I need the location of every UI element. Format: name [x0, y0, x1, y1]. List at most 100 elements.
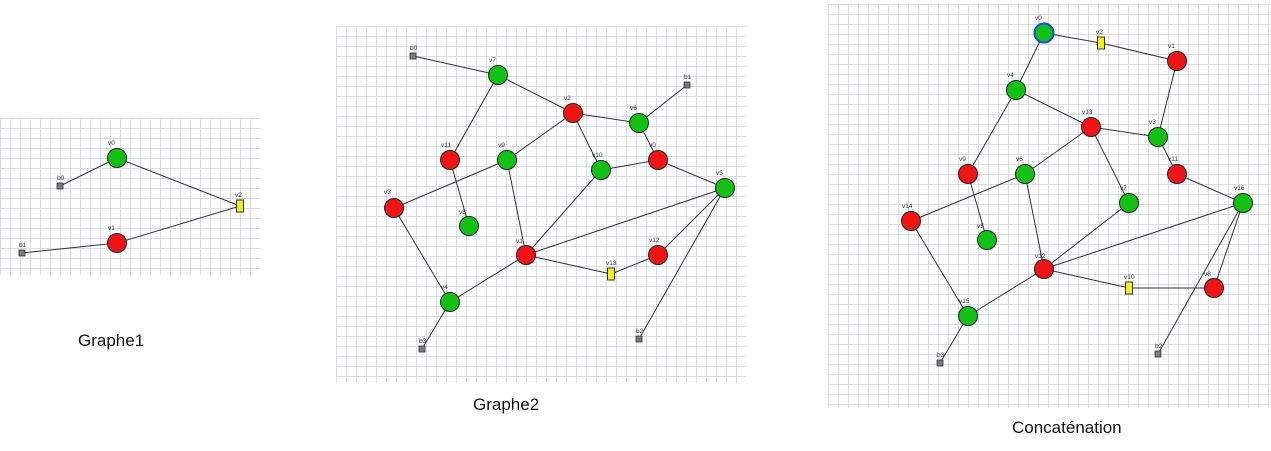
edge-v13-v7 — [1090, 126, 1130, 204]
node-label-b1: b1 — [684, 74, 692, 81]
node-b0 — [409, 52, 417, 60]
node-b3 — [936, 359, 944, 367]
node-label-b0: b0 — [410, 45, 418, 52]
node-label-b0: b0 — [57, 175, 65, 182]
node-label-v0: v0 — [108, 140, 115, 147]
node-v10 — [1125, 281, 1133, 295]
edge-v16-b2 — [1157, 202, 1244, 355]
node-label-v2: v2 — [235, 192, 242, 199]
node-b2 — [1154, 350, 1162, 358]
node-label-v7: v7 — [489, 57, 496, 64]
node-label-b3: b3 — [419, 338, 427, 345]
node-v12 — [648, 245, 668, 265]
edge-v12-v16 — [1043, 202, 1244, 270]
node-label-v8: v8 — [1204, 271, 1211, 278]
node-label-v4: v4 — [441, 284, 448, 291]
node-v15 — [958, 306, 978, 326]
concatenation-caption: Concaténation — [1012, 418, 1122, 437]
node-label-v3: v3 — [1149, 119, 1156, 126]
edge-v6-v12 — [1024, 173, 1045, 270]
node-v1 — [1167, 51, 1187, 71]
edge-v12-v10 — [1043, 268, 1130, 289]
node-b0 — [56, 182, 64, 190]
edge-v4-v1 — [449, 254, 527, 303]
node-v11 — [440, 150, 460, 170]
node-v16 — [1233, 193, 1253, 213]
node-v10 — [591, 160, 611, 180]
graph-1: v0 b0 v2 v1 b1 — [18, 140, 244, 257]
node-b3 — [418, 345, 426, 353]
node-b1 — [18, 249, 26, 257]
node-v12 — [1034, 259, 1054, 279]
node-label-v7: v7 — [1120, 185, 1127, 192]
edge-v2-v1 — [1100, 42, 1178, 62]
node-v9 — [497, 150, 517, 170]
node-label-v0: v0 — [649, 142, 656, 149]
edge-v11-v8 — [449, 159, 470, 227]
edge-v2-v9 — [506, 112, 574, 161]
node-v2 — [1097, 36, 1105, 50]
edge-v13-v6 — [1024, 126, 1092, 175]
graph2-caption: Graphe2 — [473, 395, 540, 414]
node-v7 — [1119, 193, 1139, 213]
edge-v5-b2 — [638, 187, 726, 340]
node-v11 — [1167, 164, 1187, 184]
edge-v4-v13 — [1015, 89, 1092, 128]
node-label-v12: v12 — [649, 237, 660, 244]
node-label-b3: b3 — [937, 352, 945, 359]
edge-v10-v1 — [525, 169, 602, 256]
edge-v13-v3 — [1090, 126, 1159, 138]
node-label-b2: b2 — [1155, 343, 1163, 350]
edge-v4-v9 — [967, 89, 1017, 175]
graph-3: v0 v2 v1 v4 v13 v3 v9 v6 v11 v7 v16 v14 v5 v12 v10 v8 v1… — [901, 15, 1253, 367]
edge-v7-v11 — [449, 74, 499, 161]
edge-b0-v0 — [59, 157, 118, 187]
node-label-b2: b2 — [636, 328, 644, 335]
concatenation-canvas — [828, 4, 1270, 408]
node-label-v11: v11 — [441, 142, 451, 149]
node-label-v10: v10 — [1124, 274, 1135, 281]
node-v9 — [958, 164, 978, 184]
edge-v9-v3 — [393, 159, 508, 209]
node-label-b1: b1 — [19, 242, 27, 249]
node-v13 — [607, 267, 615, 281]
node-v5 — [977, 230, 997, 250]
edge-v6-b1 — [638, 84, 688, 124]
edge-v1-b1 — [21, 242, 118, 254]
node-label-v6: v6 — [630, 105, 637, 112]
node-label-v0: v0 — [1035, 15, 1042, 22]
node-v8 — [459, 216, 479, 236]
node-label-v3: v3 — [384, 189, 391, 196]
node-v0 — [107, 148, 127, 168]
node-v2 — [236, 199, 244, 213]
node-label-v13: v13 — [606, 260, 617, 267]
node-label-v12: v12 — [1035, 253, 1046, 260]
node-v0 — [648, 150, 668, 170]
node-label-v10: v10 — [592, 152, 603, 159]
edge-v2-v6 — [572, 112, 640, 124]
node-label-v5: v5 — [716, 170, 723, 177]
node-label-v1: v1 — [516, 238, 523, 245]
node-v0 — [1033, 22, 1055, 44]
node-label-v16: v16 — [1234, 185, 1245, 192]
node-label-v1: v1 — [108, 225, 115, 232]
node-label-v2: v2 — [1096, 29, 1103, 36]
node-v3 — [384, 198, 404, 218]
node-v2 — [563, 103, 583, 123]
node-v8 — [1204, 278, 1224, 298]
edge-v0-v2 — [116, 157, 241, 207]
edge-v7-v12 — [1043, 202, 1130, 270]
edge-v3-v4 — [393, 207, 451, 303]
node-b2 — [635, 335, 643, 343]
edge-v1-v13 — [525, 254, 612, 275]
graph2-canvas — [336, 26, 746, 383]
edge-v8-v16 — [1213, 202, 1244, 289]
node-label-v2: v2 — [564, 95, 571, 102]
node-v6 — [1015, 164, 1035, 184]
graph-2: b0 v7 b1 v2 v6 v11 v9 v10 v0 v3 v5 v8 v1 v12 v13 v4 b3 b2 — [384, 45, 735, 353]
edge-v2-v1 — [116, 205, 241, 244]
edge-v12-v5 — [657, 187, 726, 256]
node-v13 — [1081, 117, 1101, 137]
node-v1 — [107, 233, 127, 253]
